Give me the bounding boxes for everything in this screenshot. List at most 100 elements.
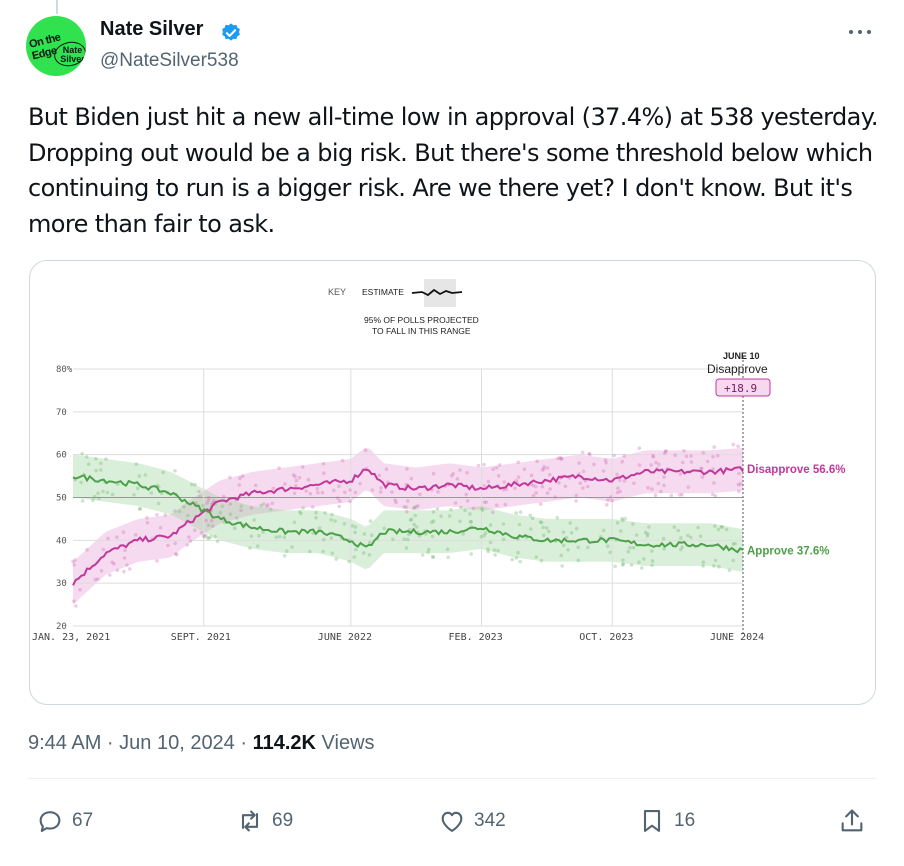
approve-poll-dot	[402, 537, 407, 541]
approve-poll-dot	[631, 545, 636, 550]
disapprove-poll-dot	[199, 530, 204, 535]
disapprove-poll-dot	[332, 488, 336, 493]
chart-image[interactable]: 80% 70 60 50 40 30 20 JAN. 23, 2021 SEPT. 2021 JU…	[29, 260, 876, 705]
disapprove-poll-dot	[431, 471, 436, 476]
disapprove-poll-dot	[522, 467, 527, 471]
approve-poll-dot	[701, 560, 706, 564]
approve-poll-dot	[367, 540, 372, 545]
disapprove-poll-dot	[700, 475, 705, 479]
disapprove-poll-dot	[122, 556, 127, 560]
post-time[interactable]: 9:44 AM · Jun 10, 2024 ·	[28, 732, 253, 754]
disapprove-poll-dot	[516, 460, 520, 465]
approve-poll-dot	[409, 517, 414, 522]
approve-poll-dot	[724, 527, 729, 532]
views-count: 114.2K	[252, 732, 316, 754]
avatar[interactable]: On the Edge Nate Silver	[26, 16, 86, 76]
approve-poll-dot	[259, 503, 263, 508]
disapprove-poll-dot	[228, 502, 233, 506]
disapprove-poll-dot	[297, 475, 302, 480]
approve-poll-dot	[613, 564, 617, 569]
disapprove-poll-dot	[173, 541, 177, 545]
approve-poll-dot	[488, 540, 493, 545]
like-button[interactable]: 342	[438, 806, 506, 836]
approve-poll-dot	[161, 470, 165, 474]
disapprove-poll-dot	[390, 490, 394, 494]
disapprove-poll-dot	[393, 498, 398, 502]
approve-poll-dot	[712, 564, 716, 568]
approve-poll-dot	[134, 462, 139, 466]
annotation-date: JUNE 10	[723, 351, 760, 361]
approve-poll-dot	[177, 509, 182, 514]
author-handle[interactable]: @NateSilver538	[100, 50, 239, 71]
disapprove-poll-dot	[574, 499, 578, 503]
approve-poll-dot	[239, 504, 244, 508]
reply-count: 67	[72, 810, 94, 831]
bookmark-button[interactable]: 16	[638, 806, 695, 836]
disapprove-poll-dot	[228, 475, 232, 480]
approve-poll-dot	[353, 525, 358, 529]
disapprove-poll-dot	[484, 500, 489, 504]
repost-button[interactable]: 69	[236, 806, 293, 836]
disapprove-poll-dot	[72, 563, 76, 567]
author-name[interactable]: Nate Silver	[100, 18, 204, 40]
approve-poll-dot	[430, 534, 435, 539]
approve-poll-dot	[220, 504, 225, 509]
disapprove-poll-dot	[646, 485, 650, 490]
approve-poll-dot	[564, 535, 569, 540]
approve-poll-dot	[518, 559, 522, 564]
disapprove-poll-dot	[85, 547, 89, 552]
key-note-line1: 95% OF POLLS PROJECTED	[364, 315, 479, 325]
disapprove-poll-dot	[174, 552, 178, 556]
disapprove-poll-dot	[405, 467, 409, 471]
approve-poll-dot	[352, 555, 357, 559]
approve-poll-dot	[138, 507, 142, 511]
disapprove-poll-dot	[451, 472, 456, 476]
disapprove-line	[72, 466, 744, 586]
approve-poll-dot	[486, 547, 490, 551]
disapprove-poll-dot	[158, 526, 163, 530]
approve-poll-dot	[99, 461, 103, 466]
disapprove-poll-dot	[716, 453, 720, 458]
approve-poll-dot	[628, 545, 632, 550]
approve-poll-dot	[679, 536, 683, 540]
approve-poll-dot	[354, 547, 358, 552]
approve-poll-dot	[483, 531, 488, 535]
disapprove-poll-dot	[637, 446, 642, 450]
approve-poll-dot	[334, 557, 339, 561]
disapprove-poll-dot	[321, 461, 326, 466]
disapprove-poll-dot	[540, 468, 545, 472]
disapprove-poll-dot	[207, 495, 211, 500]
disapprove-poll-dot	[559, 457, 564, 461]
share-button[interactable]	[838, 806, 866, 836]
disapprove-poll-dot	[73, 558, 77, 562]
approve-poll-dot	[414, 525, 419, 529]
reply-button[interactable]: 67	[36, 806, 93, 836]
approve-poll-dot	[547, 529, 551, 534]
disapprove-poll-dot	[491, 467, 496, 471]
disapprove-poll-dot	[384, 467, 389, 471]
approve-poll-dot	[429, 520, 434, 524]
approve-poll-dot	[193, 482, 197, 487]
disapprove-poll-dot	[605, 503, 609, 507]
approve-poll-dot	[317, 526, 322, 530]
approve-poll-dot	[626, 549, 631, 554]
disapprove-poll-dot	[115, 535, 119, 539]
tweet-text: But Biden just hit a new all-time low in…	[28, 103, 879, 238]
approve-poll-dot	[555, 516, 560, 520]
disapprove-poll-dot	[379, 486, 383, 490]
approve-poll-dot	[91, 498, 95, 502]
disapprove-poll-dot	[657, 462, 661, 467]
disapprove-poll-dot	[292, 491, 297, 496]
approve-poll-dot	[528, 513, 532, 518]
more-icon[interactable]	[846, 22, 876, 42]
approve-poll-dot	[645, 532, 650, 536]
approve-poll-dot	[413, 513, 418, 518]
approve-poll-dot	[182, 505, 186, 509]
disapprove-poll-dot	[710, 492, 715, 497]
approve-poll-dot	[538, 520, 543, 524]
disapprove-poll-dot	[616, 486, 620, 490]
approve-poll-dot	[137, 474, 142, 478]
disapprove-poll-dot	[559, 456, 564, 461]
disapprove-poll-dot	[501, 488, 506, 492]
disapprove-poll-dot	[577, 461, 581, 465]
